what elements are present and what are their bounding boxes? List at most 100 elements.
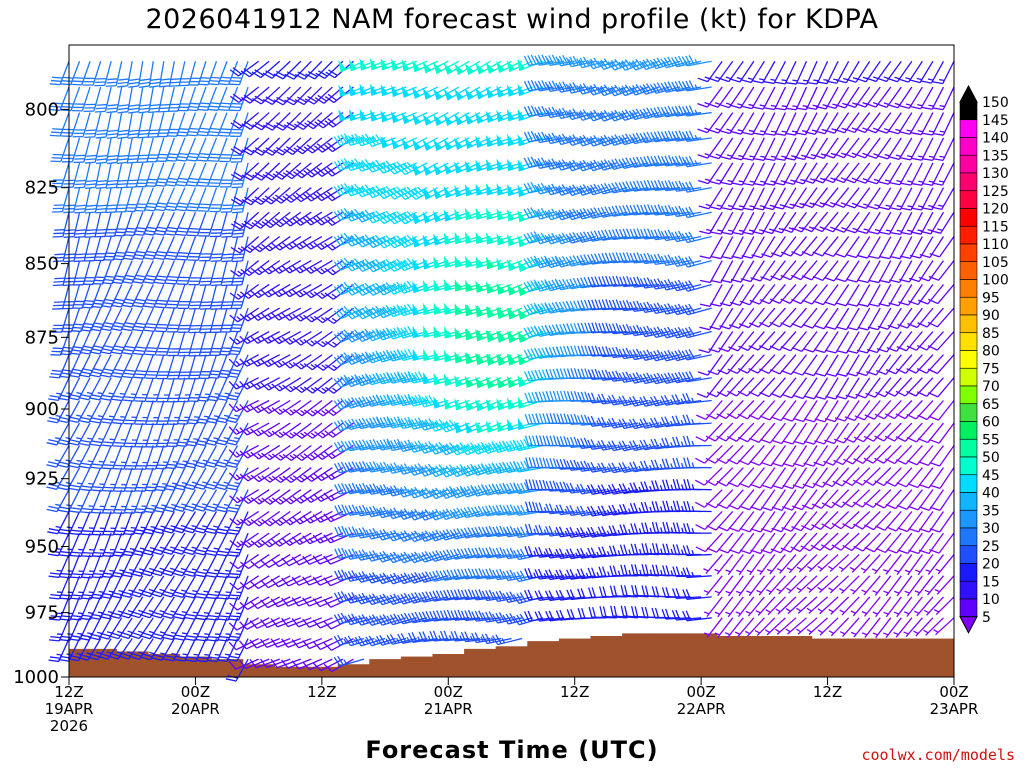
wind-barb <box>155 445 175 470</box>
wind-barb <box>262 60 291 79</box>
wind-barb <box>225 400 249 424</box>
wind-barb <box>79 331 102 355</box>
wind-barb <box>261 467 291 483</box>
wind-barb <box>292 467 323 483</box>
wind-barb <box>68 354 91 378</box>
wind-barb <box>304 112 333 130</box>
wind-barb <box>314 86 344 104</box>
wind-barb <box>252 112 281 131</box>
wind-barb <box>586 461 617 473</box>
terrain-bar <box>464 648 497 677</box>
colorbar-tick-label: 50 <box>982 450 1000 466</box>
wind-barb <box>85 162 102 189</box>
wind-barb <box>122 236 144 261</box>
wind-barb <box>260 575 291 589</box>
wind-barb <box>825 377 850 400</box>
wind-barb <box>131 532 154 556</box>
wind-barb <box>67 377 91 401</box>
wind-barb <box>113 422 133 448</box>
wind-barb <box>418 591 449 603</box>
wind-barb <box>73 236 91 263</box>
wind-barb <box>820 532 850 551</box>
terrain-layer <box>69 633 955 677</box>
terrain-bar <box>843 638 876 677</box>
wind-barb <box>261 235 291 252</box>
colorbar-box <box>959 350 978 369</box>
wind-barb <box>112 236 133 261</box>
terrain-bar <box>495 646 528 677</box>
wind-barb <box>439 419 470 433</box>
wind-barb <box>365 185 396 199</box>
wind-barb <box>281 553 312 567</box>
wind-barb <box>251 236 281 253</box>
wind-barb <box>618 323 649 336</box>
wind-barb <box>710 284 734 307</box>
wind-barb <box>471 610 502 622</box>
wind-barb <box>57 377 81 401</box>
wind-barb <box>281 575 312 587</box>
wind-barb <box>260 596 291 609</box>
wind-barb <box>251 187 281 206</box>
wind-barb <box>855 112 881 134</box>
wind-barb <box>282 377 312 393</box>
wind-barb <box>122 511 144 536</box>
wind-barb <box>78 377 102 401</box>
wind-barb <box>292 260 323 274</box>
wind-barb <box>48 617 70 642</box>
wind-barb <box>176 260 197 285</box>
wind-barb <box>100 575 123 599</box>
wind-barb <box>195 400 218 425</box>
wind-barb <box>344 258 375 272</box>
wind-barb <box>207 617 228 642</box>
wind-barb <box>439 486 470 500</box>
wind-barb <box>48 575 70 600</box>
wind-barb <box>196 617 218 642</box>
wind-barb <box>188 260 207 286</box>
wind-barb <box>291 596 323 607</box>
wind-barb <box>270 307 302 321</box>
wind-barb <box>51 187 70 213</box>
wind-barb <box>303 422 333 439</box>
wind-barb <box>250 532 281 548</box>
wind-barb-layer <box>46 54 955 682</box>
wind-barb <box>49 86 70 112</box>
wind-barb <box>220 162 239 188</box>
wind-barb <box>91 467 112 492</box>
wind-barb <box>628 418 660 430</box>
wind-barb <box>80 575 102 600</box>
wind-barb <box>291 553 323 566</box>
wind-barb <box>175 187 197 212</box>
colorbar-box <box>959 527 978 547</box>
wind-barb <box>162 638 186 662</box>
y-tick-label: 950 <box>25 537 59 558</box>
colorbar-tick-label: 30 <box>982 521 1000 537</box>
wind-barb <box>376 210 407 225</box>
wind-barb <box>852 467 881 486</box>
wind-barb <box>313 137 344 153</box>
wind-barb <box>197 61 218 86</box>
wind-barb <box>144 162 165 188</box>
wind-barb <box>197 187 218 212</box>
colorbar-box <box>959 261 978 280</box>
wind-barb <box>545 547 575 559</box>
wind-barb <box>273 137 302 156</box>
wind-barb <box>206 638 228 663</box>
wind-barb <box>154 260 175 285</box>
wind-barb <box>598 322 628 334</box>
wind-barb <box>927 331 955 351</box>
wind-barb <box>334 525 365 538</box>
wind-barb <box>281 354 312 369</box>
wind-barb <box>79 445 102 469</box>
wind-barb <box>512 613 544 626</box>
wind-barb <box>137 112 154 139</box>
wind-barb <box>196 137 218 162</box>
wind-barb <box>512 592 544 604</box>
wind-barb <box>116 162 133 189</box>
wind-barb <box>857 307 881 331</box>
wind-barb <box>74 212 91 239</box>
x-tick-label: 20APR <box>171 700 220 718</box>
wind-barb <box>303 354 333 371</box>
wind-barb <box>47 400 70 424</box>
wind-barb <box>230 137 260 155</box>
wind-barb <box>597 484 628 496</box>
